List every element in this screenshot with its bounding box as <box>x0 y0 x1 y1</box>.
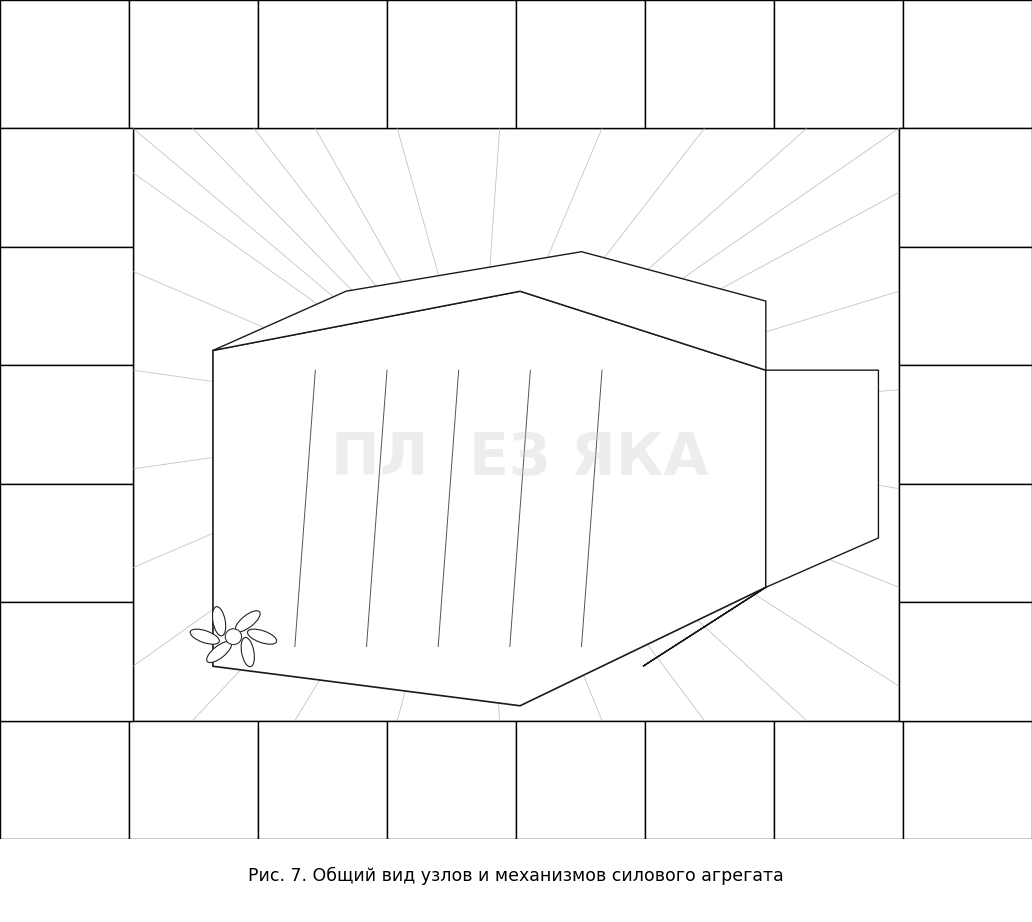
Bar <box>0 484 133 602</box>
Ellipse shape <box>206 642 231 663</box>
Text: ПЛ  ЕЗ ЯКА: ПЛ ЕЗ ЯКА <box>331 431 709 488</box>
Bar <box>774 0 903 128</box>
Bar <box>516 721 645 839</box>
Ellipse shape <box>235 610 260 632</box>
Bar <box>899 602 1032 721</box>
Bar <box>0 721 129 839</box>
Bar <box>387 0 516 128</box>
Bar <box>645 0 774 128</box>
Bar <box>0 602 133 721</box>
Bar <box>899 365 1032 484</box>
Ellipse shape <box>248 629 277 644</box>
Bar <box>258 0 387 128</box>
Text: Рис. 7. Общий вид узлов и механизмов силового агрегата: Рис. 7. Общий вид узлов и механизмов сил… <box>248 868 784 885</box>
Bar <box>129 0 258 128</box>
Bar <box>899 247 1032 365</box>
Polygon shape <box>213 291 766 705</box>
Bar <box>645 721 774 839</box>
Bar <box>129 721 258 839</box>
Ellipse shape <box>213 607 226 636</box>
Bar <box>0 128 133 247</box>
Circle shape <box>225 629 241 644</box>
Bar <box>133 128 899 721</box>
Bar <box>258 721 387 839</box>
Polygon shape <box>213 252 766 370</box>
Bar <box>899 484 1032 602</box>
Polygon shape <box>643 370 878 667</box>
Bar <box>516 0 645 128</box>
Bar <box>903 721 1032 839</box>
Bar <box>0 247 133 365</box>
Bar <box>899 128 1032 247</box>
Ellipse shape <box>241 637 254 667</box>
Bar <box>0 0 129 128</box>
Bar <box>774 721 903 839</box>
Ellipse shape <box>190 629 220 644</box>
Bar <box>387 721 516 839</box>
Bar <box>0 365 133 484</box>
Bar <box>903 0 1032 128</box>
